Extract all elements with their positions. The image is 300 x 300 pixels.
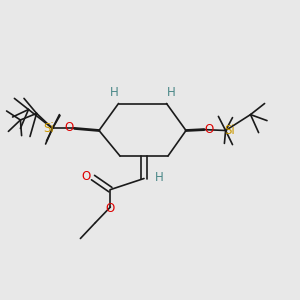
Text: O: O (205, 122, 214, 136)
Text: H: H (167, 85, 176, 99)
Text: O: O (82, 169, 91, 183)
Text: O: O (106, 202, 115, 215)
Text: H: H (110, 85, 118, 99)
Text: Si: Si (224, 124, 235, 137)
Text: H: H (155, 171, 164, 184)
Text: Si: Si (44, 122, 54, 135)
Text: O: O (64, 121, 74, 134)
